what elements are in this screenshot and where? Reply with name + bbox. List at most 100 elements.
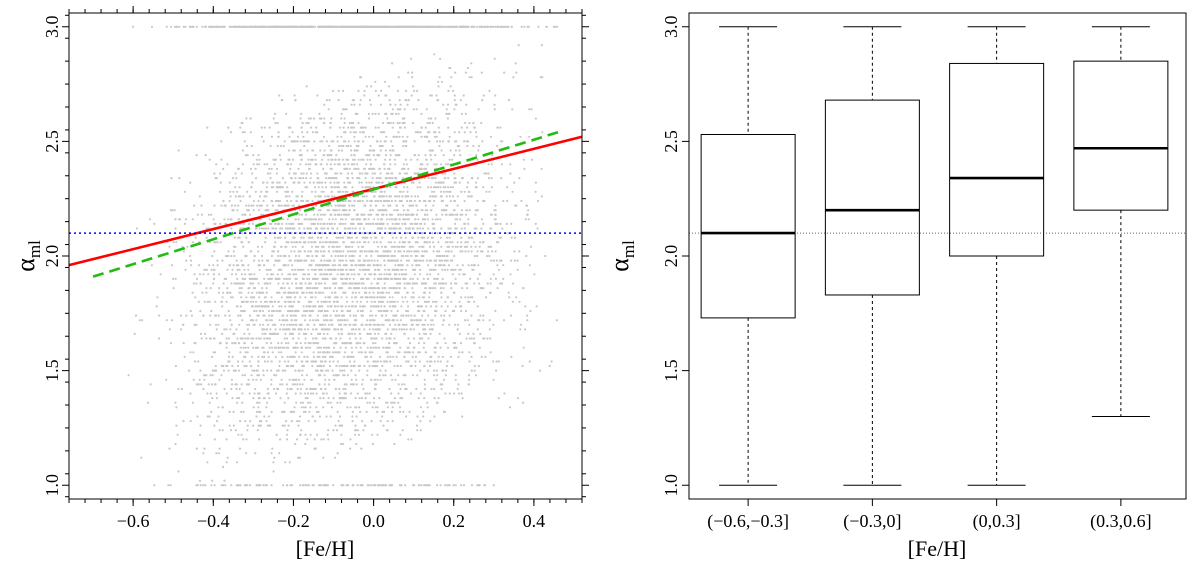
scatter-point <box>482 287 485 290</box>
scatter-point <box>322 254 325 258</box>
scatter-point <box>439 287 442 290</box>
scatter-point <box>195 282 198 285</box>
scatter-point <box>222 282 225 285</box>
scatter-point <box>300 232 303 235</box>
scatter-point <box>403 328 406 331</box>
scatter-point <box>309 126 313 129</box>
scatter-point <box>447 186 450 189</box>
scatter-point <box>361 172 364 175</box>
scatter-point <box>374 305 378 308</box>
scatter-point <box>379 369 382 372</box>
scatter-point <box>364 241 367 244</box>
scatter-point <box>250 232 253 235</box>
scatter-point <box>240 410 243 413</box>
scatter-point <box>258 401 261 404</box>
scatter-point <box>266 392 269 395</box>
scatter-point <box>325 163 328 166</box>
scatter-point <box>359 131 362 134</box>
scatter-point <box>379 103 382 106</box>
scatter-point <box>327 369 330 372</box>
scatter-point <box>407 195 410 198</box>
scatter-point <box>355 378 358 381</box>
scatter-point <box>358 397 361 400</box>
scatter-point <box>366 154 369 157</box>
scatter-point <box>363 305 366 308</box>
scatter-point <box>127 374 130 377</box>
scatter-point <box>415 424 419 427</box>
scatter-point <box>194 236 197 239</box>
scatter-point <box>241 374 244 377</box>
scatter-point <box>364 268 368 271</box>
scatter-point <box>198 273 202 276</box>
scatter-point <box>310 245 314 248</box>
scatter-point <box>202 387 205 391</box>
scatter-point <box>291 158 295 161</box>
scatter-point <box>338 250 341 253</box>
scatter-point <box>274 227 278 230</box>
scatter-point <box>295 342 298 345</box>
scatter-point <box>384 369 387 372</box>
scatter-point <box>244 154 247 157</box>
scatter-point <box>386 117 389 120</box>
scatter-point <box>237 314 240 317</box>
scatter-point <box>365 222 368 225</box>
scatter-point <box>265 484 268 487</box>
scatter-point <box>265 337 268 340</box>
scatter-point <box>314 273 317 276</box>
scatter-point <box>208 415 211 418</box>
scatter-point <box>322 332 325 335</box>
scatter-point <box>283 401 286 404</box>
scatter-point <box>338 163 341 166</box>
scatter-point <box>313 186 317 189</box>
scatter-point <box>403 117 406 120</box>
scatter-point <box>419 227 422 230</box>
scatter-point <box>225 438 228 441</box>
scatter-point <box>277 254 280 258</box>
scatter-point <box>174 364 177 368</box>
scatter-point <box>405 351 408 354</box>
scatter-point <box>457 355 460 358</box>
scatter-point <box>232 424 235 427</box>
scatter-point <box>262 227 266 230</box>
scatter-point <box>265 287 268 290</box>
scatter-point <box>385 429 389 432</box>
scatter-point <box>347 140 350 143</box>
scatter-point <box>350 154 353 157</box>
scatter-point <box>275 167 279 170</box>
scatter-point <box>198 433 202 436</box>
scatter-point <box>333 222 336 225</box>
scatter-point <box>319 397 322 400</box>
scatter-point <box>353 158 356 161</box>
scatter-point <box>333 186 337 189</box>
scatter-point <box>472 144 475 148</box>
scatter-point <box>300 213 304 216</box>
scatter-point <box>359 337 362 340</box>
scatter-point <box>276 236 279 239</box>
scatter-point <box>285 392 288 395</box>
scatter-point <box>359 410 362 413</box>
scatter-point <box>322 392 325 395</box>
scatter-point <box>374 236 377 239</box>
scatter-point <box>387 232 390 235</box>
scatter-point <box>288 227 291 230</box>
scatter-point <box>448 314 451 317</box>
scatter-point <box>289 309 292 313</box>
scatter-point <box>433 53 436 56</box>
scatter-point <box>251 222 255 225</box>
scatter-point <box>343 117 346 120</box>
scatter-point <box>315 406 318 409</box>
scatter-point <box>322 300 325 303</box>
scatter-point <box>499 222 502 225</box>
scatter-point <box>487 163 490 166</box>
scatter-point <box>324 296 327 299</box>
scatter-point <box>270 369 273 372</box>
scatter-point <box>316 213 319 216</box>
scatter-point <box>333 213 336 216</box>
scatter-point <box>390 332 393 335</box>
scatter-point <box>249 300 252 303</box>
scatter-point <box>464 309 467 313</box>
scatter-point <box>405 323 408 326</box>
scatter-point <box>252 163 255 166</box>
scatter-point <box>364 135 367 138</box>
scatter-point <box>446 268 449 271</box>
